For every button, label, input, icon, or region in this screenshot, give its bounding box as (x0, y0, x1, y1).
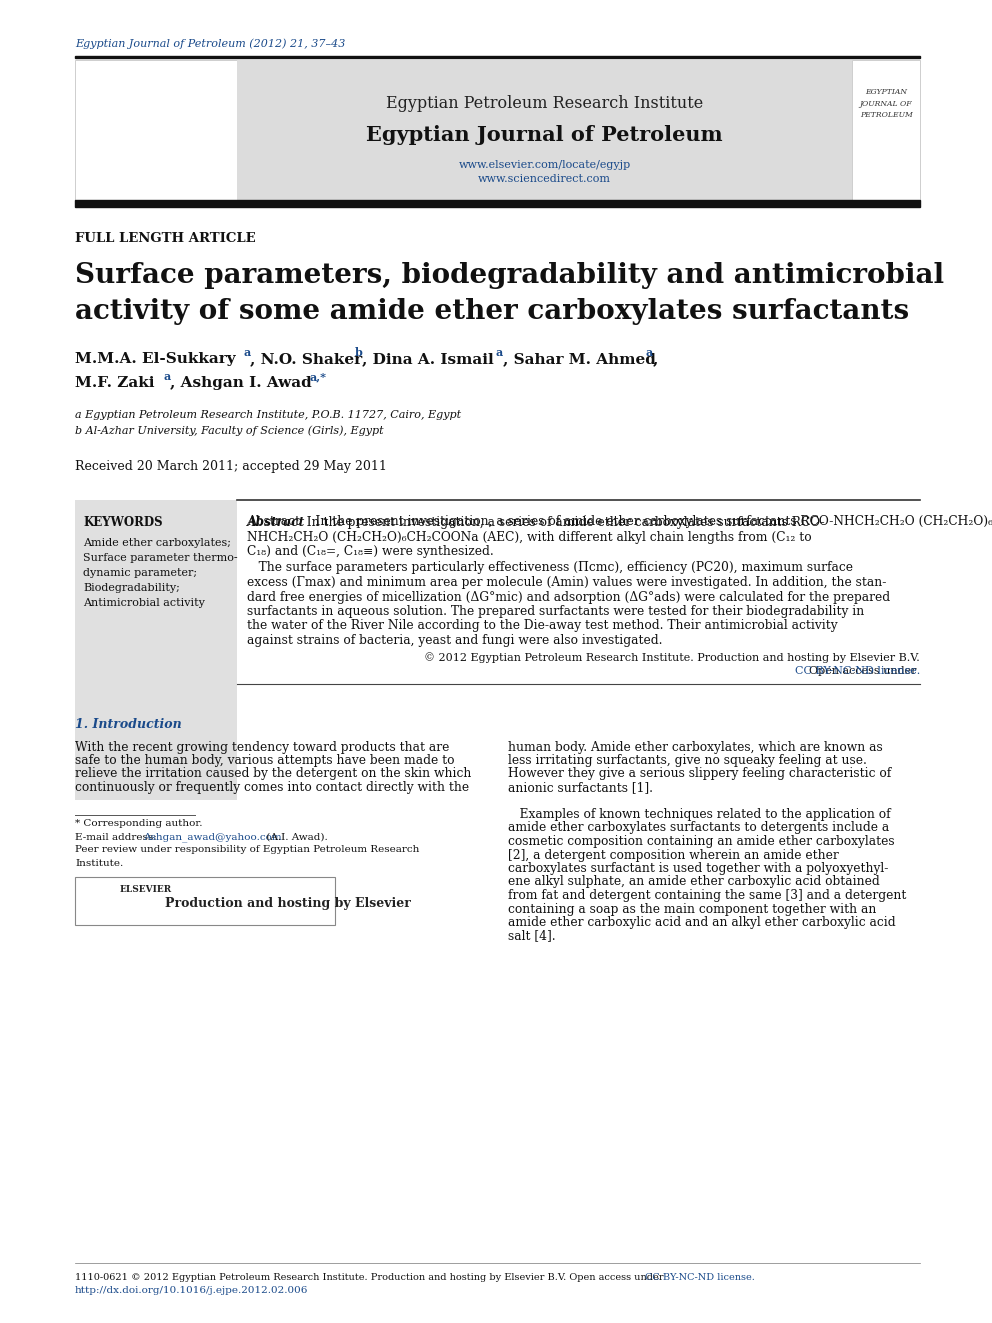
Text: Abstract: Abstract (247, 516, 306, 529)
Text: less irritating surfactants, give no squeaky feeling at use.: less irritating surfactants, give no squ… (508, 754, 867, 767)
Text: Surface parameter thermo-: Surface parameter thermo- (83, 553, 238, 564)
Text: ELSEVIER: ELSEVIER (120, 885, 173, 893)
Text: Institute.: Institute. (75, 859, 123, 868)
Text: a,*: a,* (309, 370, 326, 382)
Text: Biodegradability;: Biodegradability; (83, 583, 180, 593)
Text: against strains of bacteria, yeast and fungi were also investigated.: against strains of bacteria, yeast and f… (247, 634, 663, 647)
Text: safe to the human body, various attempts have been made to: safe to the human body, various attempts… (75, 754, 454, 767)
Text: amide ether carboxylates surfactants to detergents include a: amide ether carboxylates surfactants to … (508, 822, 889, 835)
Text: the water of the River Nile according to the Die-away test method. Their antimic: the water of the River Nile according to… (247, 619, 837, 632)
Text: NHCH₂CH₂O (CH₂CH₂O)₆CH₂COONa (AEC), with different alkyl chain lengths from (C₁₂: NHCH₂CH₂O (CH₂CH₂O)₆CH₂COONa (AEC), with… (247, 531, 811, 544)
Text: The surface parameters particularly effectiveness (Πcmc), efficiency (PC20), max: The surface parameters particularly effe… (247, 561, 853, 574)
Text: M.F. Zaki: M.F. Zaki (75, 376, 160, 390)
Text: Egyptian Journal of Petroleum: Egyptian Journal of Petroleum (366, 124, 723, 146)
Text: activity of some amide ether carboxylates surfactants: activity of some amide ether carboxylate… (75, 298, 909, 325)
Text: Abstract    In the present investigation, a series of amide ether carboxylates s: Abstract In the present investigation, a… (247, 515, 992, 528)
Text: Examples of known techniques related to the application of: Examples of known techniques related to … (508, 808, 891, 822)
Text: CC BY-NC-ND license.: CC BY-NC-ND license. (732, 665, 920, 676)
Text: a: a (243, 347, 250, 359)
Text: FULL LENGTH ARTICLE: FULL LENGTH ARTICLE (75, 232, 256, 245)
Text: containing a soap as the main component together with an: containing a soap as the main component … (508, 902, 876, 916)
Text: a: a (646, 347, 654, 359)
Text: b Al-Azhar University, Faculty of Science (Girls), Egypt: b Al-Azhar University, Faculty of Scienc… (75, 425, 384, 435)
Text: , Ashgan I. Awad: , Ashgan I. Awad (170, 376, 317, 390)
Text: salt [4].: salt [4]. (508, 930, 556, 942)
Text: www.sciencedirect.com: www.sciencedirect.com (478, 175, 611, 184)
Text: Peer review under responsibility of Egyptian Petroleum Research: Peer review under responsibility of Egyp… (75, 845, 420, 855)
Text: © 2012 Egyptian Petroleum Research Institute. Production and hosting by Elsevier: © 2012 Egyptian Petroleum Research Insti… (425, 652, 920, 663)
Text: Open access under: Open access under (809, 665, 920, 676)
Text: continuously or frequently comes into contact directly with the: continuously or frequently comes into co… (75, 781, 469, 794)
Text: relieve the irritation caused by the detergent on the skin which: relieve the irritation caused by the det… (75, 767, 471, 781)
Text: M.M.A. El-Sukkary: M.M.A. El-Sukkary (75, 352, 241, 366)
Text: C₁₈) and (C₁₈=, C₁₈≡) were synthesized.: C₁₈) and (C₁₈=, C₁₈≡) were synthesized. (247, 545, 494, 558)
Text: anionic surfactants [1].: anionic surfactants [1]. (508, 781, 653, 794)
Text: a Egyptian Petroleum Research Institute, P.O.B. 11727, Cairo, Egypt: a Egyptian Petroleum Research Institute,… (75, 410, 461, 419)
Text: Amide ether carboxylates;: Amide ether carboxylates; (83, 538, 231, 548)
Bar (75, 56, 920, 58)
Text: 1110-0621 © 2012 Egyptian Petroleum Research Institute. Production and hosting b: 1110-0621 © 2012 Egyptian Petroleum Rese… (75, 1273, 667, 1282)
Text: excess (Γmax) and minimum area per molecule (Amin) values were investigated. In : excess (Γmax) and minimum area per molec… (247, 576, 887, 589)
Text: human body. Amide ether carboxylates, which are known as: human body. Amide ether carboxylates, wh… (508, 741, 883, 754)
Text: from fat and detergent containing the same [3] and a detergent: from fat and detergent containing the sa… (508, 889, 907, 902)
Text: 1. Introduction: 1. Introduction (75, 718, 182, 732)
Bar (75, 60, 237, 205)
Text: Egyptian Journal of Petroleum (2012) 21, 37–43: Egyptian Journal of Petroleum (2012) 21,… (75, 38, 345, 49)
Bar (75, 500, 237, 800)
Text: carboxylates surfactant is used together with a polyoxyethyl-: carboxylates surfactant is used together… (508, 863, 889, 875)
Text: CC BY-NC-ND license.: CC BY-NC-ND license. (645, 1273, 755, 1282)
Text: Production and hosting by Elsevier: Production and hosting by Elsevier (165, 897, 411, 909)
Text: Received 20 March 2011; accepted 29 May 2011: Received 20 March 2011; accepted 29 May … (75, 460, 387, 474)
Text: , N.O. Shaker: , N.O. Shaker (250, 352, 367, 366)
Bar (75, 200, 920, 206)
Text: a: a (496, 347, 503, 359)
Text: ene alkyl sulphate, an amide ether carboxylic acid obtained: ene alkyl sulphate, an amide ether carbo… (508, 876, 880, 889)
Text: www.elsevier.com/locate/egyjp: www.elsevier.com/locate/egyjp (458, 160, 631, 169)
Text: (A.I. Awad).: (A.I. Awad). (263, 832, 327, 841)
Bar (852, 60, 920, 205)
Text: KEYWORDS: KEYWORDS (83, 516, 163, 529)
Text: With the recent growing tendency toward products that are: With the recent growing tendency toward … (75, 741, 449, 754)
Text: dynamic parameter;: dynamic parameter; (83, 568, 197, 578)
Text: [2], a detergent composition wherein an amide ether: [2], a detergent composition wherein an … (508, 848, 839, 861)
Text: Egyptian Petroleum Research Institute: Egyptian Petroleum Research Institute (386, 95, 703, 112)
Text: b: b (355, 347, 363, 359)
Text: surfactants in aqueous solution. The prepared surfactants were tested for their : surfactants in aqueous solution. The pre… (247, 605, 864, 618)
Text: dard free energies of micellization (ΔG°mic) and adsorption (ΔG°ads) were calcul: dard free energies of micellization (ΔG°… (247, 590, 890, 603)
Text: Antimicrobial activity: Antimicrobial activity (83, 598, 205, 609)
Text: , Dina A. Ismail: , Dina A. Ismail (362, 352, 499, 366)
Text: http://dx.doi.org/10.1016/j.ejpe.2012.02.006: http://dx.doi.org/10.1016/j.ejpe.2012.02… (75, 1286, 309, 1295)
Text: , Sahar M. Ahmed: , Sahar M. Ahmed (503, 352, 661, 366)
Text: ,: , (653, 352, 659, 366)
Text: Ashgan_awad@yahoo.com: Ashgan_awad@yahoo.com (143, 832, 282, 843)
Text: Surface parameters, biodegradability and antimicrobial: Surface parameters, biodegradability and… (75, 262, 944, 288)
Text: E-mail address:: E-mail address: (75, 832, 160, 841)
Text: amide ether carboxylic acid and an alkyl ether carboxylic acid: amide ether carboxylic acid and an alkyl… (508, 916, 896, 929)
Text: * Corresponding author.: * Corresponding author. (75, 819, 202, 828)
Text: a: a (163, 370, 171, 382)
Bar (237, 60, 852, 205)
Text: EGYPTIAN
JOURNAL OF
PETROLEUM: EGYPTIAN JOURNAL OF PETROLEUM (860, 89, 913, 119)
Text: However they give a serious slippery feeling characteristic of: However they give a serious slippery fee… (508, 767, 891, 781)
Text: cosmetic composition containing an amide ether carboxylates: cosmetic composition containing an amide… (508, 835, 895, 848)
Text: In the present investigation, a series of amide ether carboxylates surfactants R: In the present investigation, a series o… (299, 516, 824, 529)
Bar (75, 877, 335, 925)
